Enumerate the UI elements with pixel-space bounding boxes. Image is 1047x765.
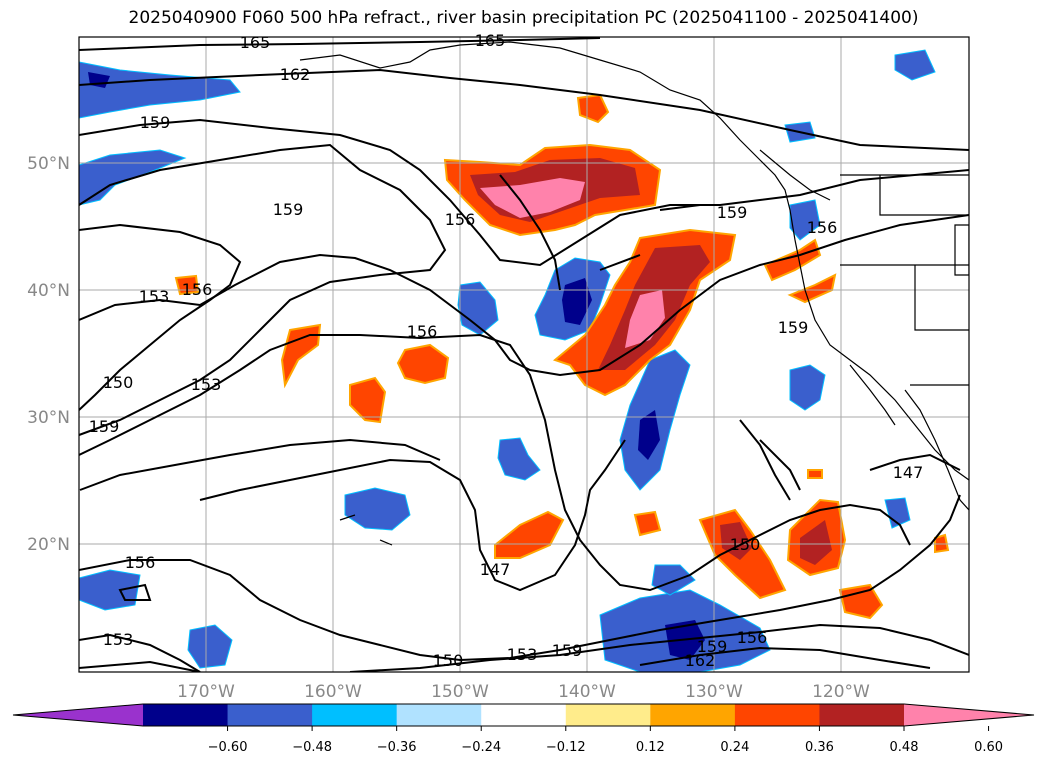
lon-label-140w: 140°W <box>558 682 616 702</box>
lon-label-160w: 160°W <box>304 682 362 702</box>
colorbar-segment <box>565 704 651 726</box>
contour-label: 159 <box>778 318 809 337</box>
lon-label-170w: 170°W <box>177 682 235 702</box>
contour-label: 162 <box>280 65 311 84</box>
colorbar-segment <box>396 704 482 726</box>
contour-label: 159 <box>697 637 728 656</box>
precip-positive-area <box>494 510 565 559</box>
colorbar-segment <box>734 704 820 726</box>
contour-label: 156 <box>182 280 213 299</box>
map-frame <box>78 36 970 673</box>
map-title: 2025040900 F060 500 hPa refract., river … <box>128 8 919 28</box>
contour-label: 153 <box>507 645 538 664</box>
contour-label: 150 <box>103 373 134 392</box>
colorbar-tick-label: 0.48 <box>890 740 919 755</box>
contour-label: 153 <box>191 375 222 394</box>
contour-label: 156 <box>125 553 156 572</box>
colorbar-tick-label: 0.60 <box>974 740 1003 755</box>
colorbar-tick-label: −0.12 <box>546 740 586 755</box>
colorbar-tick-label: −0.36 <box>377 740 417 755</box>
coastlines <box>299 41 969 546</box>
contour-label: 162 <box>685 651 716 670</box>
precip-positive-area <box>800 520 832 565</box>
colorbar-segment <box>481 704 567 726</box>
lat-label-20n: 20°N <box>27 535 70 555</box>
colorbar-segments <box>12 703 1035 727</box>
colorbar-tick-label: 0.36 <box>805 740 834 755</box>
contour-label: 156 <box>445 210 476 229</box>
colorbar-tick-label: 0.12 <box>636 740 665 755</box>
precip-positive-area <box>349 376 387 424</box>
colorbar-tick-label: −0.48 <box>292 740 332 755</box>
precip-positive-area <box>763 238 822 282</box>
colorbar-labels: −0.60 −0.48 −0.36 −0.24 −0.12 0.12 0.24 0.36 0.4… <box>208 740 1003 755</box>
precip-positive-area <box>480 178 585 218</box>
lon-label-150w: 150°W <box>431 682 489 702</box>
precip-positive-area <box>838 583 884 620</box>
longitude-labels: 170°W 160°W 150°W 140°W 130°W 120°W <box>177 682 870 702</box>
lon-label-130w: 130°W <box>685 682 743 702</box>
contour-label: 156 <box>737 628 768 647</box>
precip-positive-area <box>625 290 665 348</box>
lat-label-40n: 40°N <box>27 281 70 301</box>
colorbar-tick-label: −0.60 <box>208 740 248 755</box>
precip-negative-area <box>497 437 541 481</box>
precip-negative-area <box>187 624 233 669</box>
colorbar-extend-high <box>904 704 1034 726</box>
precip-negative-area <box>638 410 660 460</box>
contour-label: 159 <box>717 203 748 222</box>
precip-positive-area <box>280 323 322 389</box>
contour-label: 159 <box>140 113 171 132</box>
lon-label-120w: 120°W <box>812 682 870 702</box>
precip-negative-area <box>789 364 826 411</box>
precip-negative-area <box>79 569 141 611</box>
precip-positive-area <box>807 469 823 479</box>
colorbar-segment <box>143 704 229 726</box>
contour-label: 147 <box>480 560 511 579</box>
contour-label: 147 <box>893 463 924 482</box>
precip-negative-area <box>789 199 821 241</box>
contour-label: 159 <box>552 641 583 660</box>
colorbar-segment <box>227 704 313 726</box>
colorbar-tick-label: −0.24 <box>461 740 501 755</box>
contour-label: 156 <box>407 322 438 341</box>
contour-label: 153 <box>103 630 134 649</box>
contour-label: 165 <box>475 31 506 50</box>
contour-labels: 165 165 162 159 159 156 159 156 153 156 … <box>89 31 924 670</box>
contour-label: 150 <box>730 535 761 554</box>
precip-negative-area <box>79 61 241 119</box>
contour-label: 165 <box>240 33 271 52</box>
precip-positive-area <box>396 343 450 385</box>
colorbar: −0.60 −0.48 −0.36 −0.24 −0.12 0.12 0.24 0.36 0.4… <box>12 703 1035 755</box>
contour-label: 150 <box>433 651 464 670</box>
precip-negative-area <box>457 281 499 336</box>
contour-label: 156 <box>807 218 838 237</box>
colorbar-ticks <box>227 726 990 731</box>
map-background <box>79 37 969 672</box>
precip-negative-area <box>884 497 911 529</box>
precip-negative-area <box>651 564 696 596</box>
colorbar-tick-label: 0.24 <box>720 740 749 755</box>
contour-label: 159 <box>89 417 120 436</box>
contour-label: 159 <box>273 200 304 219</box>
latitude-labels: 50°N 40°N 30°N 20°N <box>27 154 70 555</box>
height-contours <box>79 37 969 672</box>
colorbar-segment <box>650 704 736 726</box>
contour-label: 153 <box>139 287 170 306</box>
colorbar-extend-low <box>13 704 143 726</box>
colorbar-outline <box>12 703 1035 727</box>
map-area: 165 165 162 159 159 156 159 156 153 156 … <box>78 31 970 673</box>
precip-negative-area <box>894 49 936 81</box>
colorbar-segment <box>312 704 398 726</box>
lat-label-30n: 30°N <box>27 408 70 428</box>
lat-label-50n: 50°N <box>27 154 70 174</box>
colorbar-segment <box>819 704 905 726</box>
precip-positive-area <box>633 510 662 537</box>
precip-positive-area <box>787 273 837 304</box>
